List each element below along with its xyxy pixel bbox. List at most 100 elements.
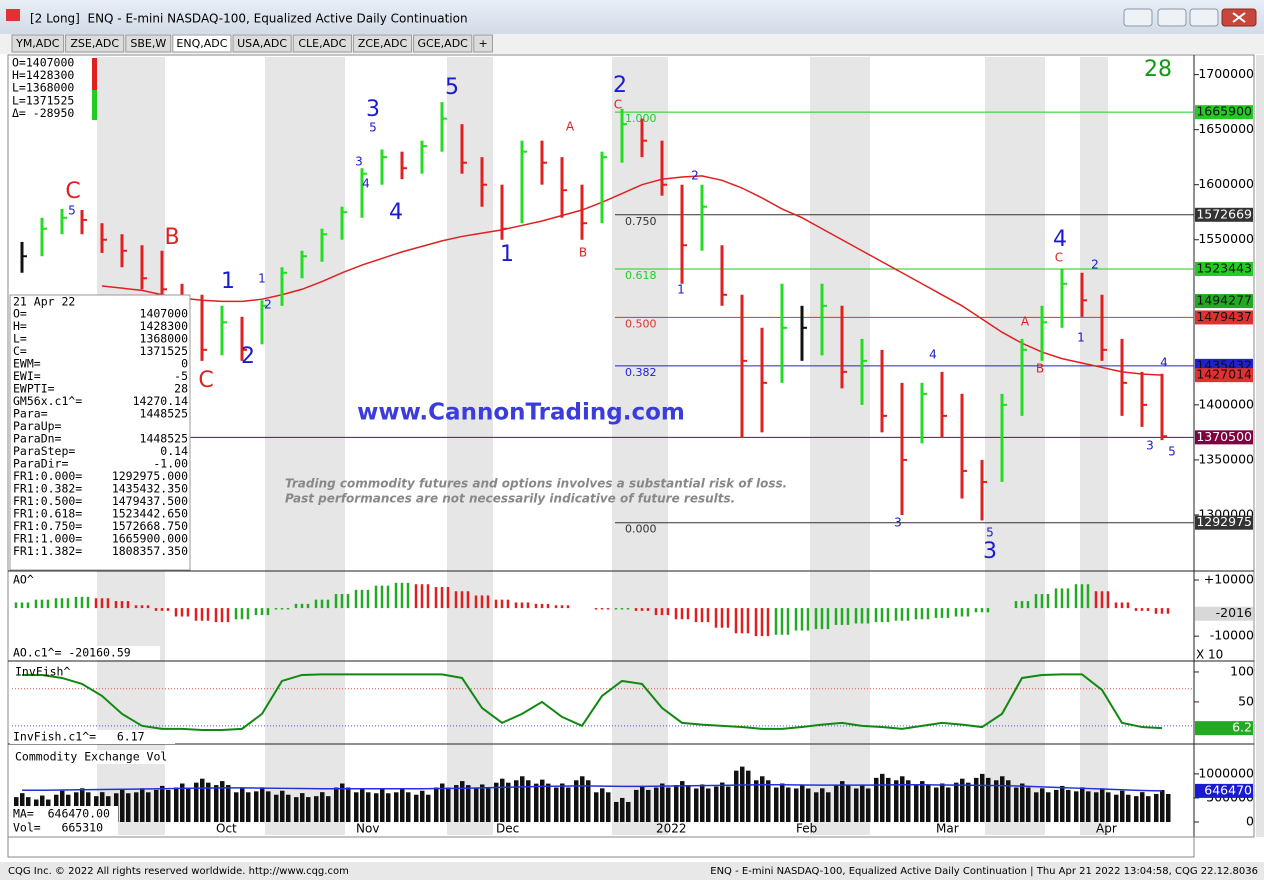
volume-bar: [1094, 792, 1099, 822]
wave-label: C: [1055, 251, 1063, 265]
volume-bar: [726, 786, 731, 822]
wave-label: 4: [1160, 356, 1168, 370]
row-label: ParaUp=: [13, 419, 62, 433]
panel-readout: MA= 646470.00: [13, 807, 110, 821]
volume-bar: [1146, 796, 1151, 822]
volume-bar: [914, 785, 919, 822]
tab[interactable]: [172, 34, 232, 53]
volume-bar: [754, 780, 759, 822]
tab[interactable]: [413, 34, 473, 53]
volume-bar: [640, 785, 645, 822]
shade: [612, 57, 668, 835]
volume-bar: [126, 793, 131, 822]
link-button[interactable]: [1123, 8, 1153, 27]
volume-bar: [460, 781, 465, 822]
volume-bar: [254, 791, 259, 822]
price-box-label: 1494277: [1196, 293, 1252, 308]
volume-bar: [446, 787, 451, 822]
volume-bar: [774, 787, 779, 822]
volume-bar: [574, 780, 579, 822]
y-tick-label: -10000: [1210, 628, 1254, 643]
row-label: O=: [13, 307, 27, 321]
moving-average: [101, 175, 1163, 376]
close-icon: [1232, 12, 1246, 23]
tab[interactable]: [11, 34, 65, 53]
tab[interactable]: [473, 34, 493, 53]
multiplier: X 10: [1196, 648, 1223, 662]
volume-bar: [120, 789, 125, 822]
row-value: -1.00: [153, 457, 188, 471]
readout-bg: [12, 750, 192, 764]
y-tick-label: 1000000: [1198, 765, 1254, 780]
fib-label: 0.000: [625, 523, 657, 536]
tab[interactable]: [125, 34, 172, 53]
tab[interactable]: [65, 34, 125, 53]
volume-bar: [234, 792, 239, 822]
row-label: GM56x.c1^=: [13, 394, 82, 408]
info-line: L=1368000: [12, 81, 74, 95]
panel-separators: [8, 55, 1254, 837]
month-label: Dec: [496, 822, 519, 836]
row-label: ParaDn=: [13, 432, 62, 446]
price-box: [1195, 310, 1253, 325]
row-value: 1479437.500: [112, 494, 188, 508]
price-box: [1195, 105, 1253, 120]
volume-bar: [780, 783, 785, 822]
volume-bar: [1000, 776, 1005, 822]
wave-label: 1: [1077, 331, 1085, 345]
y-tick-label: +10000: [1204, 572, 1254, 587]
wave-label: 1: [258, 272, 266, 286]
volume-bar: [194, 782, 199, 822]
volume-bar: [894, 780, 899, 822]
volume-bar: [740, 766, 745, 822]
tab-label: YM,ADC: [15, 37, 60, 50]
row-label: FR1:1.000=: [13, 532, 82, 546]
volume-bar: [1014, 787, 1019, 822]
volume-bar: [826, 792, 831, 822]
volume-bar: [274, 794, 279, 822]
month-label: Apr: [1096, 822, 1117, 836]
row-value: 1292975.000: [112, 469, 188, 483]
panel-readout: AO.c1^= -20160.59: [13, 646, 131, 660]
minimize-button[interactable]: [1157, 8, 1187, 27]
row-label: EWI=: [13, 369, 41, 383]
volume-bar: [680, 781, 685, 822]
y-tick-label: 1700000: [1198, 66, 1254, 81]
wave-label: 5: [369, 121, 377, 135]
row-value: 28: [174, 382, 188, 396]
volume-bar: [80, 788, 85, 822]
price-box: [1195, 430, 1253, 445]
volume-bar: [226, 785, 231, 822]
volume-bar: [366, 792, 371, 822]
volume-bar: [214, 785, 219, 822]
volume-bar: [900, 776, 905, 822]
volume-bar: [554, 787, 559, 822]
volume-bar: [1120, 790, 1125, 822]
wave-label: 2: [613, 73, 627, 98]
data-window-rows: 21 Apr 22O= 1407000 H= 1428300 L= 1368000 C= 13…: [13, 295, 188, 559]
tab[interactable]: [352, 34, 413, 53]
data-window-date: 21 Apr 22: [13, 295, 75, 309]
volume-bar: [786, 787, 791, 822]
tab[interactable]: [292, 34, 352, 53]
volume-bar: [1020, 783, 1025, 822]
wave-label: 1: [677, 283, 685, 297]
price-box-label: 646470: [1204, 782, 1252, 797]
volume-bar: [220, 781, 225, 822]
maximize-button[interactable]: [1189, 8, 1219, 27]
volume-bar: [1114, 794, 1119, 822]
range-indicator: [92, 90, 97, 120]
fib-label: 0.750: [625, 215, 657, 228]
volume-bar: [334, 787, 339, 822]
volume-bar: [614, 801, 619, 822]
wave-label: 4: [1053, 227, 1067, 252]
volume-bar: [494, 782, 499, 822]
tab[interactable]: [232, 34, 292, 53]
status-left: CQG Inc. © 2022 All rights reserved worl…: [8, 866, 349, 877]
shade: [810, 57, 870, 835]
tab-label: ZSE,ADC: [70, 37, 119, 50]
volume-bar: [966, 782, 971, 822]
title-bar: [0, 0, 1264, 34]
scrollbar[interactable]: [1256, 55, 1264, 837]
